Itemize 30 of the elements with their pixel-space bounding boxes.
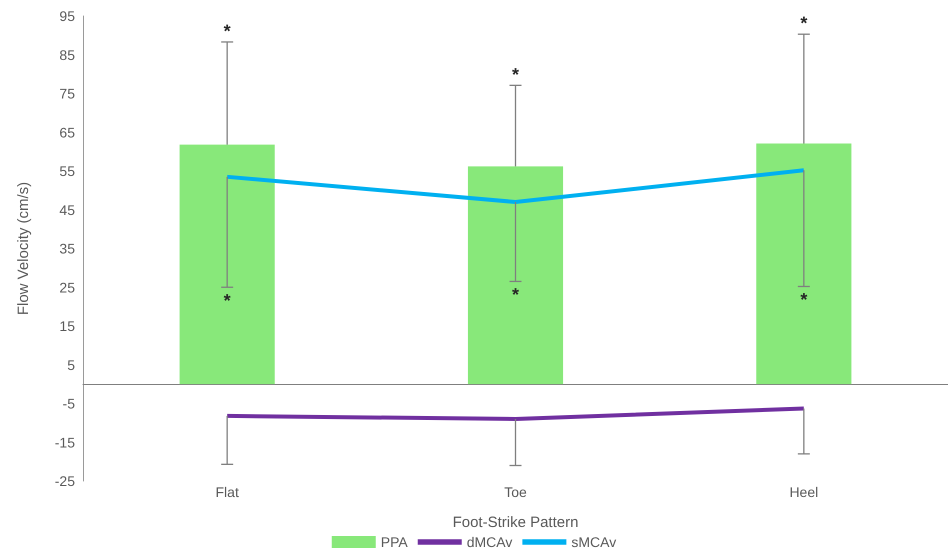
y-tick-label: 25 (59, 279, 76, 296)
annotation: * (512, 64, 520, 84)
y-tick-label: 35 (59, 240, 76, 256)
annotation: * (800, 13, 808, 34)
y-tick-label: 15 (59, 318, 76, 334)
x-tick-label: Heel (789, 484, 818, 500)
y-tick-label: 75 (59, 86, 76, 102)
legend-label: PPA (380, 534, 408, 550)
x-tick-label: Flat (215, 484, 239, 500)
annotation: * (224, 290, 231, 310)
y-tick-label: -5 (62, 396, 76, 412)
bar (180, 144, 275, 384)
y-tick-label: -15 (54, 434, 76, 450)
y-tick-label: 65 (59, 124, 76, 140)
x-tick-label: Toe (504, 484, 527, 500)
y-tick-label: -25 (54, 473, 76, 489)
annotation: * (512, 284, 520, 304)
y-axis-title: Flow Velocity (cm/s) (15, 182, 32, 316)
y-tick-label: 85 (59, 46, 76, 63)
x-axis-title: Foot-Strike Pattern (452, 514, 578, 531)
y-tick-label: 55 (59, 163, 76, 179)
y-tick-label: 5 (67, 356, 76, 373)
legend-label: sMCAv (571, 534, 616, 550)
bar (756, 143, 852, 384)
annotation: * (800, 289, 808, 310)
annotation: * (224, 20, 231, 41)
y-tick-label: 45 (59, 202, 76, 218)
y-tick-label: 95 (59, 8, 76, 24)
bar (468, 166, 564, 384)
legend-label: dMCAv (466, 534, 512, 550)
